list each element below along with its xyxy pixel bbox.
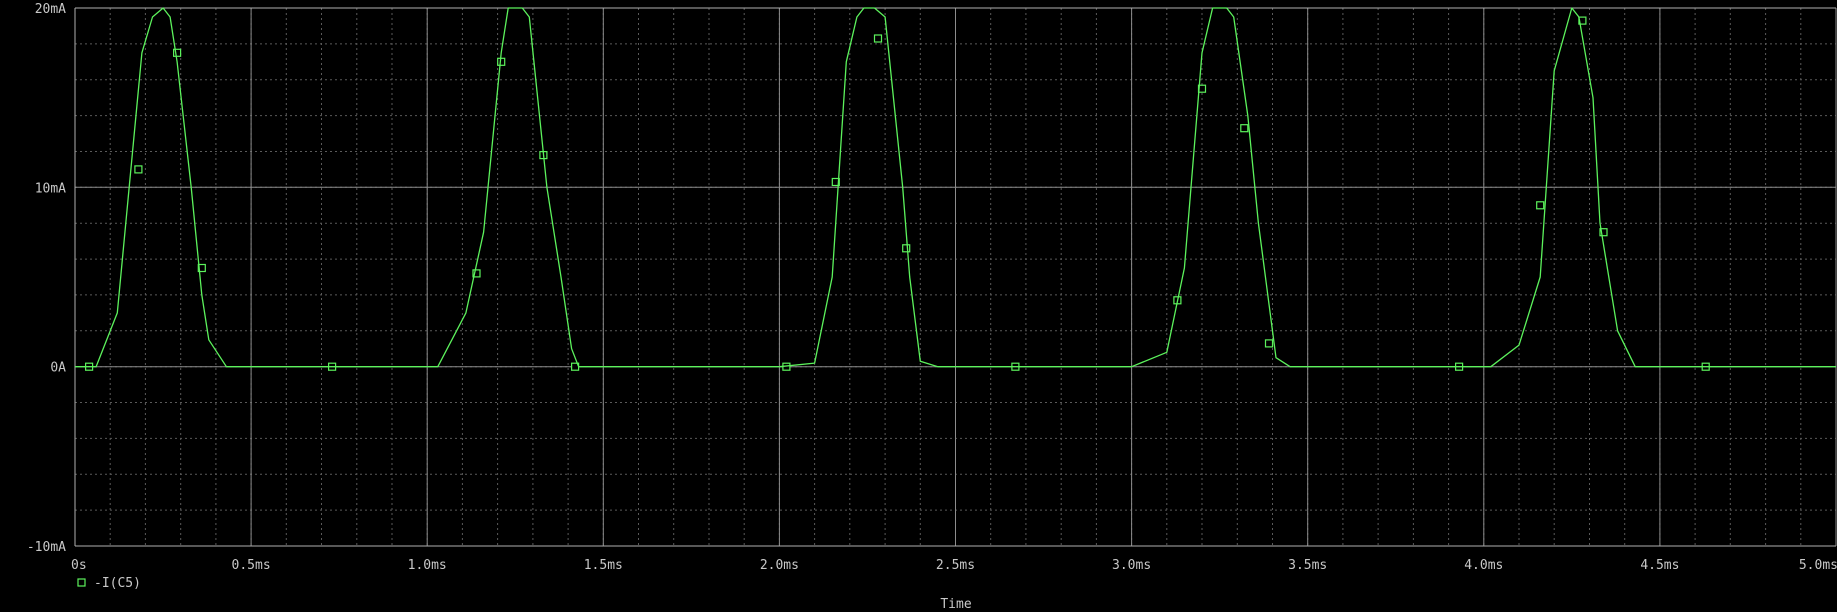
x-tick-label: 0.5ms — [232, 558, 271, 573]
legend-marker-square-icon — [77, 578, 86, 587]
y-tick-label: 10mA — [35, 181, 66, 196]
x-tick-label: 1.5ms — [584, 558, 623, 573]
y-tick-label: 0A — [50, 361, 66, 376]
x-tick-label: 3.5ms — [1288, 558, 1327, 573]
data-point-marker — [902, 244, 911, 253]
y-tick-label: 20mA — [35, 2, 66, 17]
x-tick-label: 4.0ms — [1464, 558, 1503, 573]
x-tick-label: 2.0ms — [760, 558, 799, 573]
data-point-marker — [1599, 228, 1608, 237]
x-tick-label: 3.0ms — [1112, 558, 1151, 573]
data-point-marker — [1240, 124, 1249, 133]
x-tick-label: 5.0ms — [1799, 558, 1837, 573]
legend-label: -I(C5) — [94, 576, 141, 591]
x-axis-tick-labels: 0s 0.5ms 1.0ms 1.5ms 2.0ms 2.5ms 3.0ms 3.5ms 4.0… — [71, 558, 1837, 573]
series-line-i-c5 — [75, 7, 1836, 368]
x-tick-label: 4.5ms — [1640, 558, 1679, 573]
data-point-marker — [1264, 339, 1274, 348]
data-point-marker — [134, 165, 143, 174]
x-tick-label: 0s — [71, 558, 87, 573]
y-tick-label: -10mA — [27, 540, 66, 555]
y-axis-tick-labels: -10mA 0A 10mA 20mA — [27, 2, 66, 555]
data-point-marker — [197, 263, 206, 273]
x-axis-label: Time — [940, 597, 971, 612]
x-tick-label: 1.0ms — [408, 558, 447, 573]
data-point-marker — [873, 34, 883, 43]
data-point-marker — [472, 269, 481, 278]
data-point-marker — [831, 177, 840, 187]
data-point-marker — [1536, 201, 1545, 210]
legend: -I(C5) — [77, 576, 141, 591]
x-tick-label: 2.5ms — [936, 558, 975, 573]
data-point-marker — [173, 48, 182, 57]
